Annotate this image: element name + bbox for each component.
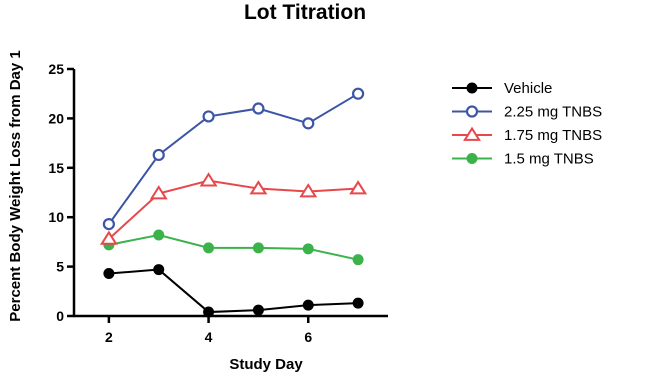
series-line (108, 179, 359, 240)
x-tick-label: 4 (205, 329, 213, 345)
data-point (302, 243, 314, 255)
legend-item: 1.75 mg TNBS (452, 126, 602, 144)
series-2 (102, 87, 365, 231)
x-axis-label: Study Day (229, 356, 303, 373)
legend-marker (466, 153, 478, 164)
series-4 (103, 229, 364, 266)
axes: 0 5 10 15 20 25 2 4 6 (48, 61, 388, 345)
y-tick-label: 10 (48, 209, 64, 225)
x-tick-label: 6 (304, 329, 312, 345)
series-line (108, 233, 359, 261)
data-point (202, 110, 215, 123)
y-tick-label: 20 (48, 110, 64, 126)
y-axis-label: Percent Body Weight Loss from Day 1 (7, 50, 24, 321)
series-line (108, 92, 359, 225)
y-tick-label: 0 (56, 308, 64, 324)
legend-marker (466, 82, 478, 94)
series-line (108, 268, 359, 314)
legend-item: 2.25 mg TNBS (452, 104, 602, 121)
data-point (103, 268, 115, 280)
data-point (349, 180, 368, 195)
series-3 (99, 172, 368, 245)
data-point (199, 172, 218, 187)
data-point (153, 264, 165, 276)
data-point (302, 117, 315, 130)
legend-label: Vehicle (504, 80, 552, 97)
data-point (203, 306, 215, 318)
y-tick-label: 5 (56, 259, 64, 275)
plot-area (99, 87, 368, 318)
data-point (99, 230, 118, 245)
legend-marker (465, 105, 479, 118)
data-point (252, 102, 265, 115)
data-point (351, 87, 365, 100)
legend-item: Vehicle (452, 80, 552, 97)
legend-marker (463, 126, 481, 141)
data-point (252, 304, 264, 316)
data-point (152, 148, 165, 162)
x-tick-label: 2 (105, 329, 113, 345)
legend-item: 1.5 mg TNBS (452, 151, 594, 168)
legend: Vehicle 2.25 mg TNBS 1.75 mg TNBS 1.5 mg TN… (452, 80, 602, 168)
data-point (252, 242, 264, 254)
chart-title: Lot Titration (244, 1, 366, 24)
series-1 (103, 264, 364, 318)
legend-label: 2.25 mg TNBS (504, 104, 602, 121)
data-point (249, 180, 268, 195)
y-tick-label: 15 (48, 160, 64, 176)
data-point (352, 254, 364, 266)
legend-label: 1.75 mg TNBS (504, 127, 602, 144)
legend-label: 1.5 mg TNBS (504, 151, 594, 168)
data-point (299, 183, 318, 198)
data-point (203, 242, 215, 254)
data-point (352, 297, 364, 309)
data-point (102, 218, 115, 231)
data-point (149, 185, 168, 200)
y-tick-label: 25 (48, 61, 64, 77)
data-point (153, 229, 165, 241)
data-point (302, 299, 314, 311)
